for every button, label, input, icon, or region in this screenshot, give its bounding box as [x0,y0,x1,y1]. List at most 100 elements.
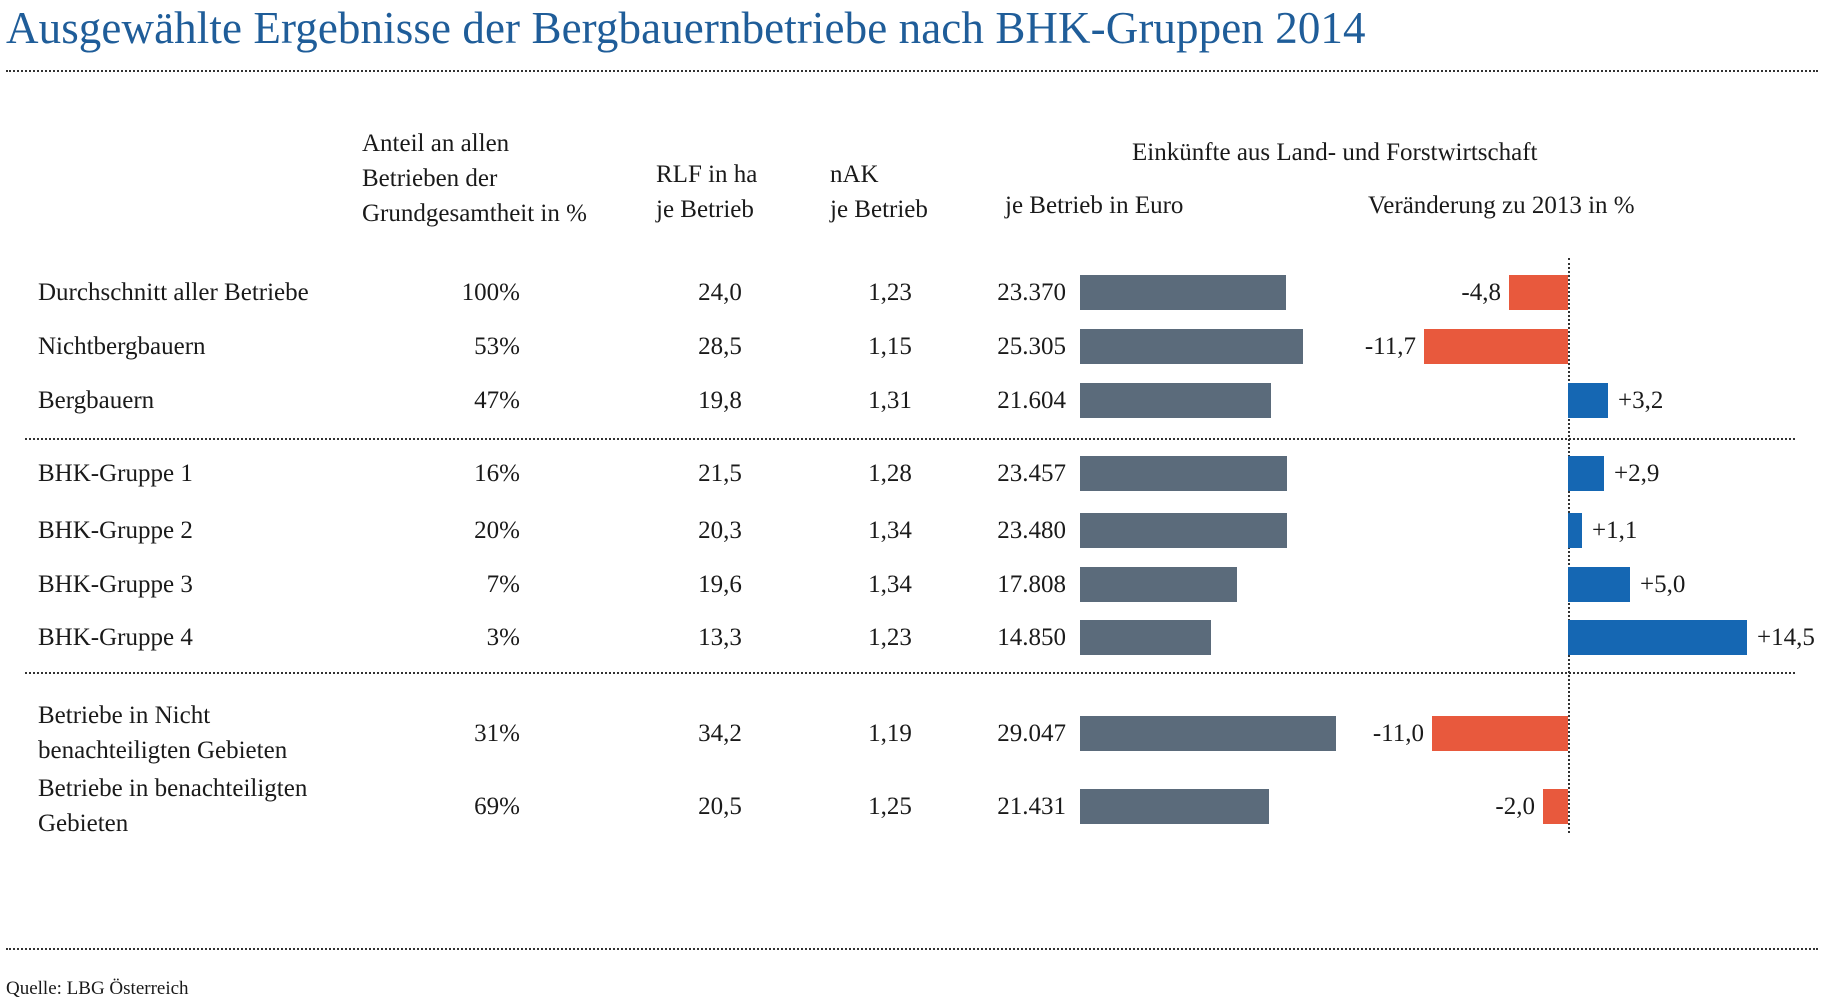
row-label-line: BHK-Gruppe 4 [38,623,193,651]
row-label: BHK-Gruppe 2 [38,513,193,548]
nak-value: 1,25 [868,793,912,820]
rlf-value: 20,3 [698,517,742,544]
bottom-divider [6,948,1818,950]
change-bar [1568,382,1608,418]
change-bar [1424,328,1568,364]
income-label: 23.370 [997,279,1066,306]
change-bar [1432,715,1568,751]
change-label: -2,0 [1495,793,1535,820]
income-bar [1080,715,1336,751]
rlf-value: 19,6 [698,571,742,598]
header-share-line-1: Anteil an allen [362,130,510,157]
rlf-value: 24,0 [698,279,742,306]
change-bar [1568,455,1604,491]
row-label: Betriebe in Nicht benachteiligten Gebiete… [38,698,287,768]
row-label-line: BHK-Gruppe 3 [38,570,193,598]
share-value: 20% [474,517,520,544]
row-label-line: Gebieten [38,810,129,837]
row-label-line: BHK-Gruppe 1 [38,459,193,487]
header-income-group: Einkünfte aus Land- und Forstwirtschaft [1132,139,1538,166]
row-label: Durchschnitt aller Betriebe [38,275,309,310]
change-label: +5,0 [1640,571,1686,598]
row-label-line: BHK-Gruppe 2 [38,516,193,544]
nak-value: 1,19 [868,720,912,747]
header-share-line-3: Grundgesamtheit in % [362,200,587,227]
change-label: +14,5 [1757,624,1815,651]
nak-value: 1,23 [868,624,912,651]
header-share: Anteil an allen Betrieben der Grundgesam… [362,126,587,231]
share-value: 3% [486,624,520,651]
top-divider [6,70,1818,72]
header-rlf: RLF in ha je Betrieb [656,157,757,227]
row-label-line: Nichtbergbauern [38,332,206,360]
share-value: 69% [474,793,520,820]
income-label: 23.480 [997,517,1066,544]
income-label: 23.457 [997,460,1066,487]
nak-value: 1,31 [868,387,912,414]
header-income: je Betrieb in Euro [1005,192,1184,219]
income-label: 21.604 [997,387,1066,414]
header-rlf-line-2: je Betrieb [656,196,754,223]
row-label-line: Betriebe in Nicht [38,702,211,729]
income-bar [1080,274,1286,310]
rlf-value: 13,3 [698,624,742,651]
share-value: 31% [474,720,520,747]
header-nak-line-2: je Betrieb [830,196,928,223]
change-bar [1568,512,1582,548]
income-bar [1080,619,1211,655]
income-label: 17.808 [997,571,1066,598]
change-label: +1,1 [1592,517,1638,544]
change-label: +2,9 [1614,460,1660,487]
header-share-line-2: Betrieben der [362,165,498,192]
rlf-value: 19,8 [698,387,742,414]
change-label: -11,7 [1364,333,1416,360]
income-label: 25.305 [997,333,1066,360]
header-change: Veränderung zu 2013 in % [1368,192,1635,219]
income-bar [1080,512,1287,548]
income-label: 21.431 [997,793,1066,820]
rlf-value: 28,5 [698,333,742,360]
change-bar [1509,274,1568,310]
nak-value: 1,23 [868,279,912,306]
header-nak: nAK je Betrieb [830,157,928,227]
income-label: 14.850 [997,624,1066,651]
row-label: BHK-Gruppe 3 [38,567,193,602]
income-label: 29.047 [997,720,1066,747]
row-label-line: Bergbauern [38,386,155,414]
change-label: +3,2 [1618,387,1664,414]
section-divider-1 [25,438,1795,440]
row-label-line: benachteiligten Gebieten [38,737,288,764]
chart-title: Ausgewählte Ergebnisse der Bergbauernbet… [6,3,1366,53]
row-label-line: Betriebe in benachteiligten [38,775,308,802]
header-rlf-line-1: RLF in ha [656,161,758,188]
change-bar [1568,619,1747,655]
share-value: 53% [474,333,520,360]
income-bar [1080,788,1269,824]
share-value: 7% [486,571,520,598]
row-label-line: Durchschnitt aller Betriebe [38,278,309,306]
change-bar [1543,788,1568,824]
share-value: 100% [461,279,520,306]
income-bar [1080,566,1237,602]
nak-value: 1,15 [868,333,912,360]
section-divider-2 [25,672,1795,674]
row-label: BHK-Gruppe 4 [38,620,193,655]
income-bar [1080,455,1287,491]
nak-value: 1,34 [868,517,912,544]
share-value: 16% [474,460,520,487]
row-label: Nichtbergbauern [38,329,206,364]
rlf-value: 20,5 [698,793,742,820]
row-label: Bergbauern [38,383,154,418]
change-label: -11,0 [1372,720,1424,747]
rlf-value: 21,5 [698,460,742,487]
rlf-value: 34,2 [698,720,742,747]
share-value: 47% [474,387,520,414]
row-label: Betriebe in benachteiligten Gebieten [38,771,307,841]
nak-value: 1,34 [868,571,912,598]
change-label: -4,8 [1461,279,1501,306]
change-bar [1568,566,1630,602]
income-bar [1080,328,1303,364]
nak-value: 1,28 [868,460,912,487]
header-nak-line-1: nAK [830,161,879,188]
income-bar [1080,382,1271,418]
